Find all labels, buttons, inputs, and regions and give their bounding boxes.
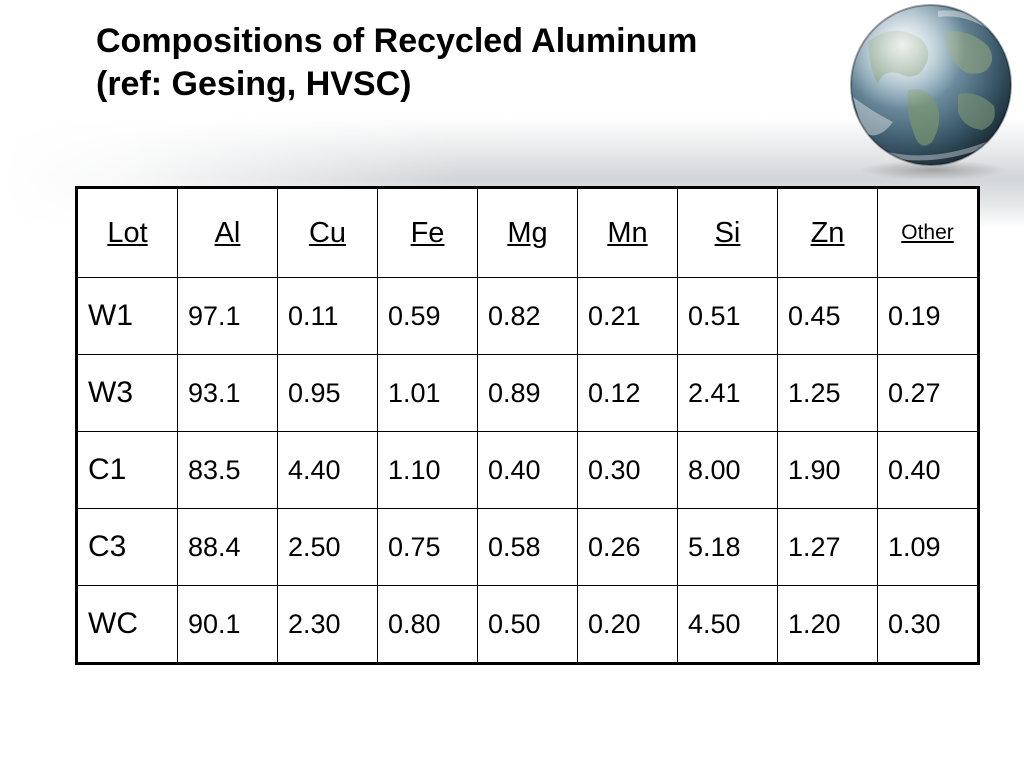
table-row: WC 90.1 2.30 0.80 0.50 0.20 4.50 1.20 0.…: [76, 585, 979, 664]
slide-title-line-2: (ref: Gesing, HVSC): [96, 65, 412, 103]
table-cell-lot: W1: [76, 277, 178, 355]
table-cell-lot: C1: [76, 431, 178, 509]
table-cell-lot: WC: [76, 585, 178, 664]
table-cell: 0.30: [877, 585, 979, 664]
table-cell: 1.25: [777, 354, 878, 432]
table-cell: 90.1: [177, 585, 278, 664]
table-cell: 2.41: [677, 354, 778, 432]
table-cell: 0.21: [577, 277, 678, 355]
table-cell: 0.26: [577, 508, 678, 586]
table-cell: 0.95: [277, 354, 378, 432]
table-cell: 0.58: [477, 508, 578, 586]
column-header-si: Si: [677, 187, 778, 278]
table-cell: 0.40: [477, 431, 578, 509]
table-cell: 0.11: [277, 277, 378, 355]
table-cell: 83.5: [177, 431, 278, 509]
table-cell: 0.45: [777, 277, 878, 355]
table-row: C3 88.4 2.50 0.75 0.58 0.26 5.18 1.27 1.…: [76, 508, 979, 586]
table-cell: 2.30: [277, 585, 378, 664]
table-cell: 2.50: [277, 508, 378, 586]
table-cell: 0.59: [377, 277, 478, 355]
table-row: W3 93.1 0.95 1.01 0.89 0.12 2.41 1.25 0.…: [76, 354, 979, 432]
table-cell: 0.19: [877, 277, 979, 355]
table-cell-lot: W3: [76, 354, 178, 432]
table-cell: 93.1: [177, 354, 278, 432]
table-cell: 0.40: [877, 431, 979, 509]
table-cell: 1.27: [777, 508, 878, 586]
table-cell: 1.20: [777, 585, 878, 664]
earth-globe-icon: [850, 4, 1012, 166]
globe-shadow: [858, 160, 1008, 180]
table-cell: 88.4: [177, 508, 278, 586]
slide-title-line-1: Compositions of Recycled Aluminum: [96, 22, 698, 60]
table-cell: 1.09: [877, 508, 979, 586]
column-header-al: Al: [177, 187, 278, 278]
table-cell: 0.30: [577, 431, 678, 509]
table-cell: 0.27: [877, 354, 979, 432]
table-cell: 0.89: [477, 354, 578, 432]
column-header-fe: Fe: [377, 187, 478, 278]
slide-title: Compositions of Recycled Aluminum (ref: …: [96, 20, 697, 106]
table-cell: 0.80: [377, 585, 478, 664]
table-cell: 0.20: [577, 585, 678, 664]
table-cell: 1.10: [377, 431, 478, 509]
table-cell: 8.00: [677, 431, 778, 509]
column-header-cu: Cu: [277, 187, 378, 278]
table-cell: 0.75: [377, 508, 478, 586]
table-row: W1 97.1 0.11 0.59 0.82 0.21 0.51 0.45 0.…: [76, 277, 979, 355]
column-header-other: Other: [877, 187, 979, 278]
column-header-mg: Mg: [477, 187, 578, 278]
table-cell: 4.50: [677, 585, 778, 664]
column-header-zn: Zn: [777, 187, 878, 278]
table-row: C1 83.5 4.40 1.10 0.40 0.30 8.00 1.90 0.…: [76, 431, 979, 509]
table-cell: 4.40: [277, 431, 378, 509]
table-cell: 0.82: [477, 277, 578, 355]
table-header-row: Lot Al Cu Fe Mg Mn Si Zn Other: [76, 187, 979, 278]
composition-table: Lot Al Cu Fe Mg Mn Si Zn Other W1 97.1 0…: [75, 186, 980, 665]
column-header-lot: Lot: [76, 187, 178, 278]
table-cell: 0.50: [477, 585, 578, 664]
table-cell: 0.12: [577, 354, 678, 432]
table-cell: 97.1: [177, 277, 278, 355]
table-cell-lot: C3: [76, 508, 178, 586]
table-cell: 1.90: [777, 431, 878, 509]
table-cell: 0.51: [677, 277, 778, 355]
table-cell: 1.01: [377, 354, 478, 432]
column-header-mn: Mn: [577, 187, 678, 278]
table-cell: 5.18: [677, 508, 778, 586]
